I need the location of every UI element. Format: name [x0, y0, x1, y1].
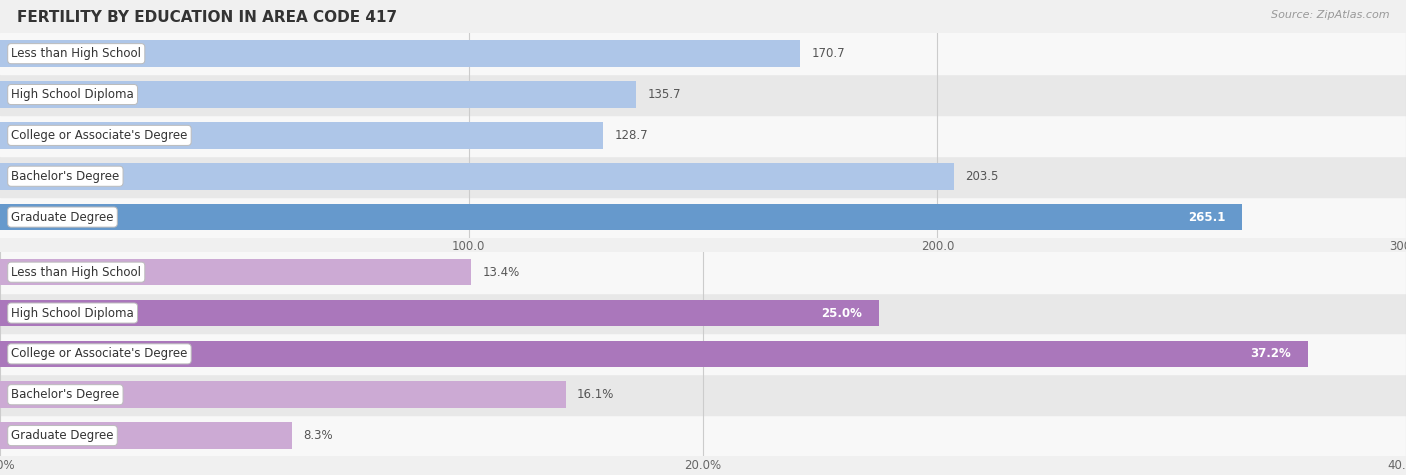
- Bar: [0, 115, 1406, 156]
- Bar: [0, 74, 1406, 115]
- Bar: [0, 122, 603, 149]
- Bar: [0, 381, 567, 408]
- Text: High School Diploma: High School Diploma: [11, 88, 134, 101]
- Text: Less than High School: Less than High School: [11, 47, 141, 60]
- Bar: [0, 204, 1243, 230]
- Bar: [0, 415, 1406, 456]
- Text: College or Associate's Degree: College or Associate's Degree: [11, 347, 187, 361]
- Text: Graduate Degree: Graduate Degree: [11, 429, 114, 442]
- Text: 37.2%: 37.2%: [1250, 347, 1291, 361]
- Text: Bachelor's Degree: Bachelor's Degree: [11, 388, 120, 401]
- Text: College or Associate's Degree: College or Associate's Degree: [11, 129, 187, 142]
- Bar: [0, 293, 1406, 333]
- Bar: [0, 333, 1406, 374]
- Bar: [0, 156, 1406, 197]
- Text: 8.3%: 8.3%: [304, 429, 333, 442]
- Text: FERTILITY BY EDUCATION IN AREA CODE 417: FERTILITY BY EDUCATION IN AREA CODE 417: [17, 10, 396, 25]
- Text: 16.1%: 16.1%: [578, 388, 614, 401]
- Bar: [0, 81, 636, 108]
- Bar: [0, 259, 471, 285]
- Text: 128.7: 128.7: [614, 129, 648, 142]
- Bar: [0, 33, 1406, 74]
- Text: 25.0%: 25.0%: [821, 306, 862, 320]
- Bar: [0, 40, 800, 67]
- Bar: [0, 163, 953, 190]
- Bar: [0, 422, 292, 449]
- Text: 135.7: 135.7: [647, 88, 681, 101]
- Text: Graduate Degree: Graduate Degree: [11, 210, 114, 224]
- Text: High School Diploma: High School Diploma: [11, 306, 134, 320]
- Text: 13.4%: 13.4%: [482, 266, 519, 279]
- Text: Bachelor's Degree: Bachelor's Degree: [11, 170, 120, 183]
- Text: 265.1: 265.1: [1188, 210, 1226, 224]
- Bar: [0, 374, 1406, 415]
- Text: Less than High School: Less than High School: [11, 266, 141, 279]
- Bar: [0, 197, 1406, 238]
- Bar: [0, 252, 1406, 293]
- Bar: [0, 341, 1308, 367]
- Text: 203.5: 203.5: [965, 170, 998, 183]
- Text: 170.7: 170.7: [811, 47, 845, 60]
- Text: Source: ZipAtlas.com: Source: ZipAtlas.com: [1271, 10, 1389, 19]
- Bar: [0, 300, 879, 326]
